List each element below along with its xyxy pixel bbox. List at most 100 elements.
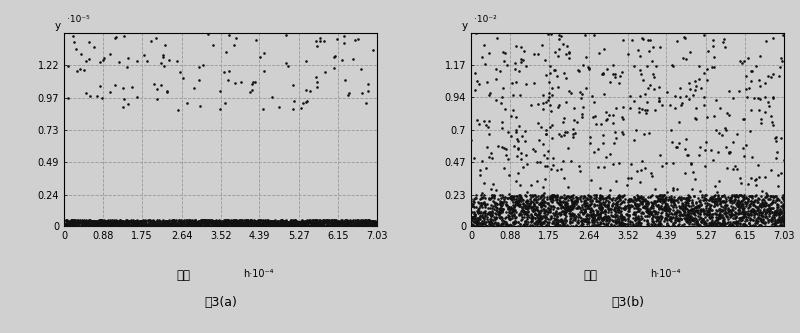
Point [218, 222, 231, 228]
Point [370, 222, 383, 228]
Point [694, 145, 707, 150]
Point [478, 204, 491, 210]
Point [130, 220, 143, 226]
Point [314, 220, 326, 225]
Point [114, 217, 126, 223]
Point [494, 198, 506, 204]
Point [158, 219, 170, 224]
Point [465, 196, 478, 201]
Point [669, 202, 682, 207]
Point [135, 220, 148, 225]
Point [506, 81, 518, 86]
Point [212, 221, 225, 227]
Point [166, 217, 178, 223]
Point [701, 78, 714, 83]
Point [673, 221, 686, 226]
Point [178, 223, 191, 229]
Point [566, 203, 578, 209]
Point [655, 197, 668, 202]
Point [351, 219, 364, 225]
Point [222, 33, 235, 38]
Point [715, 208, 728, 213]
Point [725, 209, 738, 214]
Point [204, 220, 217, 225]
Point [355, 223, 368, 228]
Point [565, 212, 578, 218]
Point [757, 200, 770, 206]
Point [593, 216, 606, 222]
Point [538, 153, 550, 158]
Point [359, 218, 372, 223]
Point [675, 206, 688, 211]
Point [668, 93, 681, 98]
Point [473, 215, 486, 220]
Point [165, 222, 178, 227]
Point [333, 220, 346, 225]
Point [621, 198, 634, 203]
Point [154, 219, 166, 224]
Point [283, 221, 296, 226]
Point [474, 221, 486, 226]
Point [648, 199, 661, 204]
Point [553, 32, 566, 38]
Point [126, 220, 139, 225]
Point [534, 202, 547, 208]
Point [585, 208, 598, 213]
Point [512, 198, 525, 204]
Point [556, 198, 569, 203]
Point [306, 223, 319, 228]
Point [69, 222, 82, 227]
Point [218, 221, 231, 226]
Point [673, 212, 686, 217]
Point [329, 221, 342, 226]
Point [130, 219, 142, 224]
Point [737, 211, 750, 217]
Point [729, 193, 742, 198]
Point [203, 217, 216, 223]
Point [276, 220, 289, 225]
Point [778, 206, 790, 211]
Point [763, 207, 776, 213]
Point [758, 220, 770, 226]
Point [599, 218, 612, 223]
Point [367, 221, 380, 226]
Point [734, 215, 746, 221]
Point [279, 222, 292, 228]
Point [598, 92, 610, 97]
Point [749, 222, 762, 228]
Point [542, 31, 554, 37]
Point [257, 221, 270, 227]
Point [98, 224, 110, 229]
Point [345, 223, 358, 228]
Point [467, 223, 480, 228]
Point [154, 223, 166, 228]
Point [716, 220, 729, 225]
Point [512, 138, 525, 143]
Point [478, 216, 490, 222]
Point [304, 223, 317, 228]
Point [334, 219, 346, 224]
Point [666, 214, 679, 220]
Point [366, 219, 379, 224]
Point [523, 200, 536, 205]
Point [630, 215, 642, 220]
Point [467, 211, 480, 216]
Point [307, 220, 320, 226]
Point [565, 206, 578, 211]
Point [159, 218, 172, 223]
Point [298, 218, 311, 224]
Point [192, 223, 205, 228]
Point [331, 219, 344, 224]
Point [494, 199, 507, 205]
Point [146, 221, 158, 227]
Point [678, 217, 691, 222]
Point [346, 57, 359, 62]
Point [702, 212, 715, 217]
Point [346, 218, 358, 223]
Point [777, 212, 790, 217]
Point [502, 216, 515, 221]
Point [678, 209, 691, 214]
Point [595, 121, 608, 126]
Point [708, 113, 721, 119]
Point [167, 222, 180, 227]
